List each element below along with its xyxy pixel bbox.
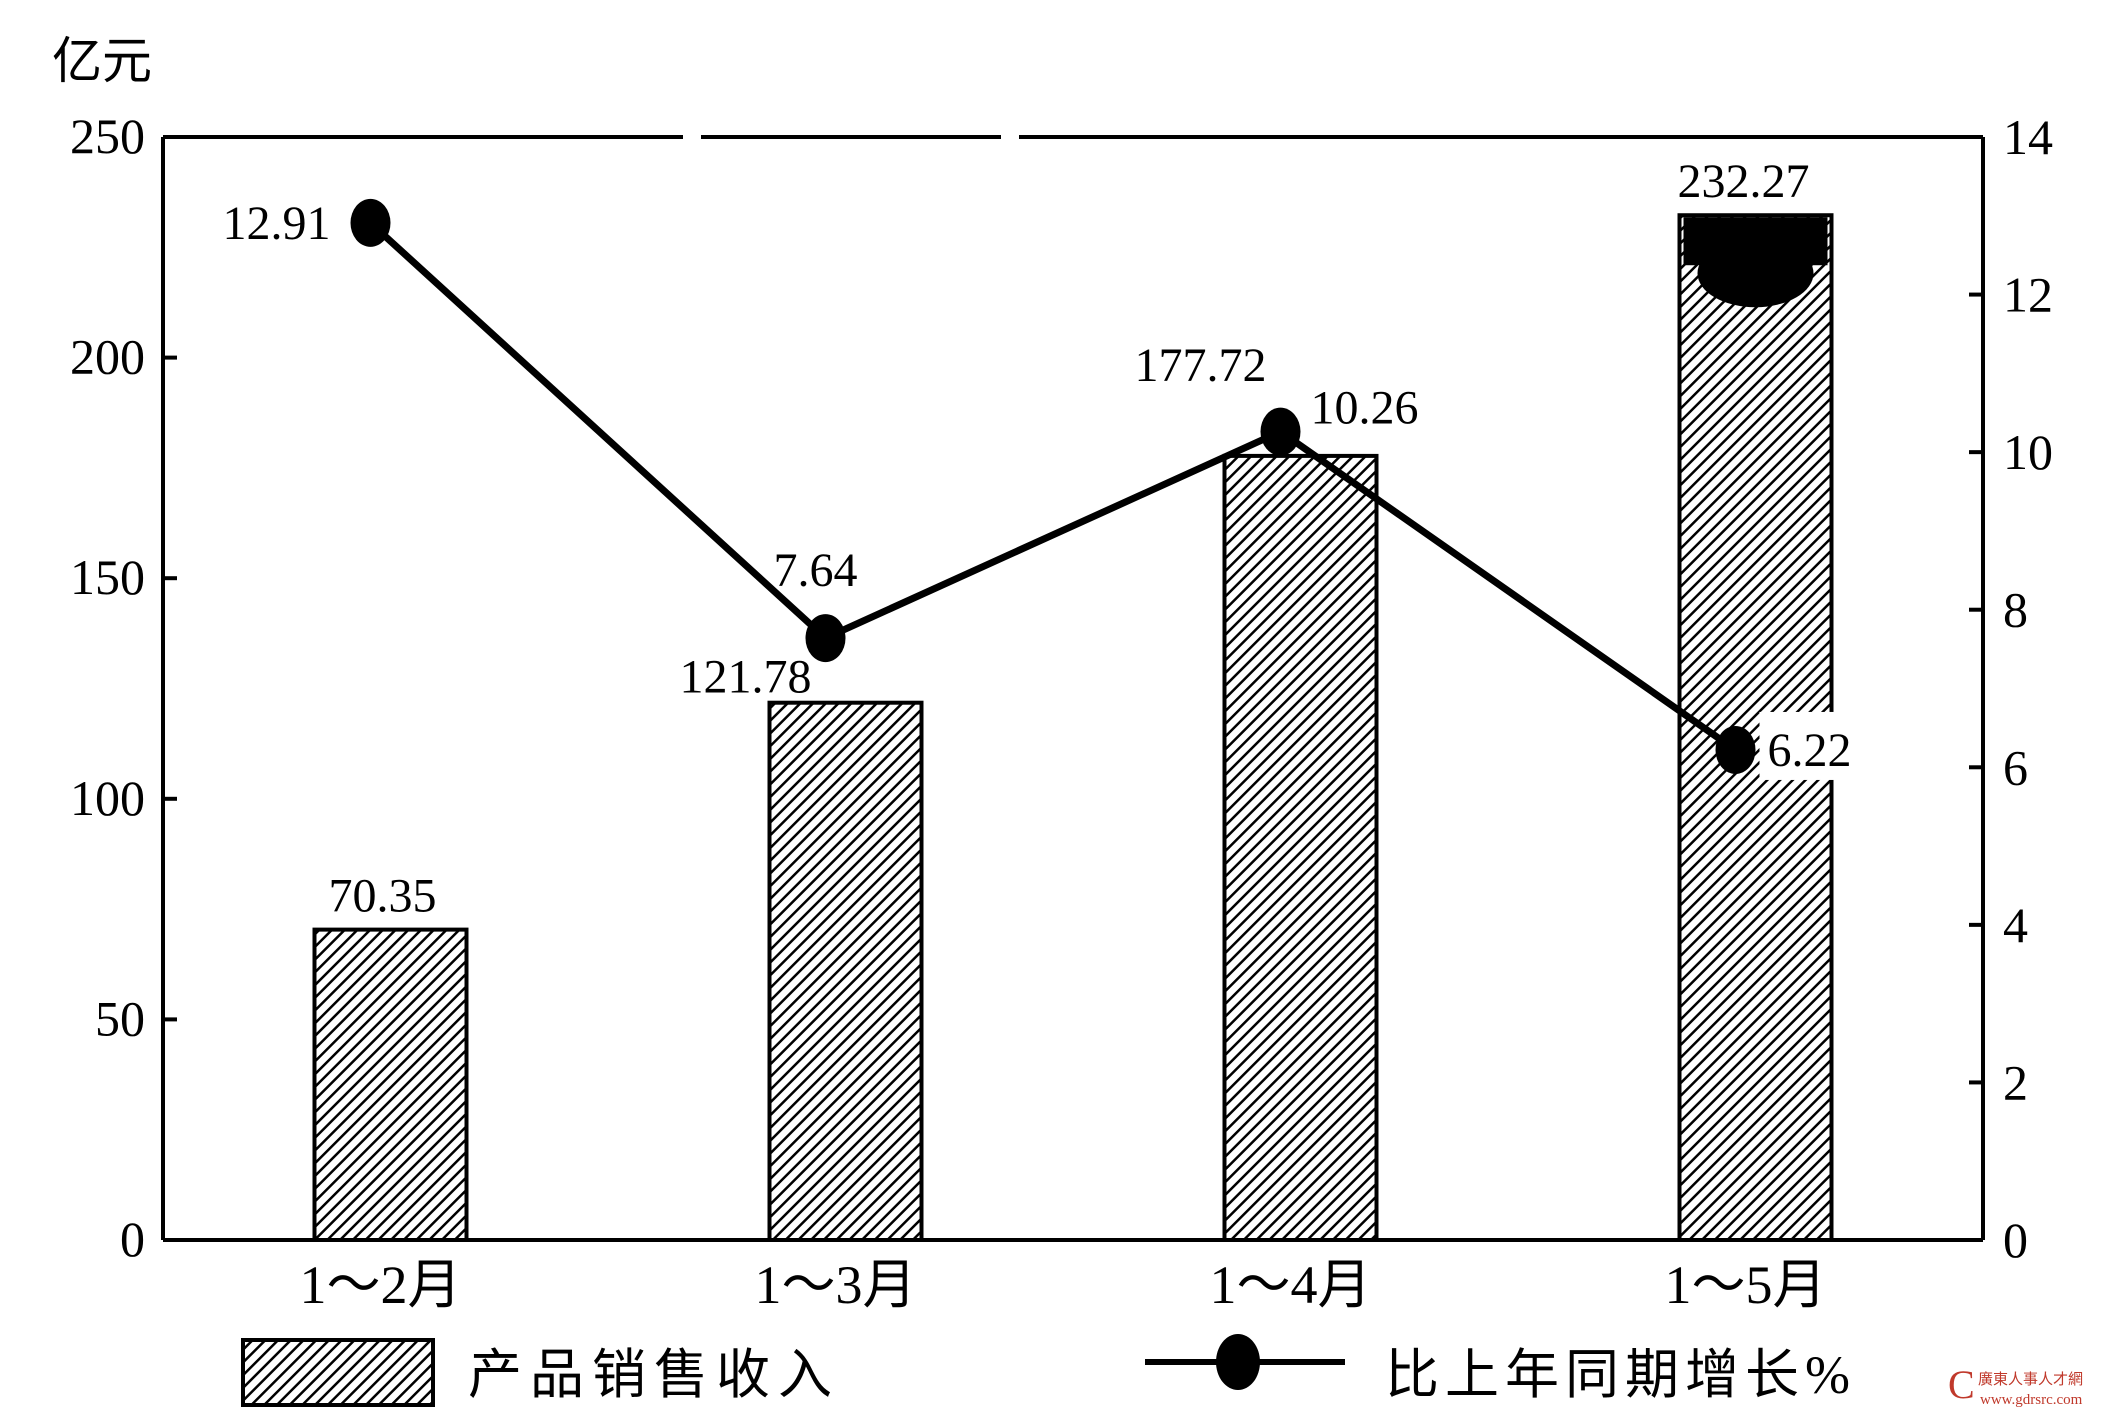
- bar-dark-blot: [1697, 239, 1814, 308]
- x-tick-label-0: 1～2月: [300, 1255, 462, 1315]
- line-value-label-1: 7.64: [774, 544, 858, 597]
- bar-0: [312, 927, 469, 1242]
- left-tick-label-0: 0: [120, 1211, 145, 1267]
- growth-line: [368, 220, 1738, 753]
- line-value-label-0: 12.91: [223, 197, 331, 250]
- left-tick-label-2: 100: [70, 770, 145, 826]
- watermark-logo-icon: C: [1948, 1362, 1975, 1407]
- right-tick-label-3: 6: [2003, 739, 2028, 795]
- line-value-labels: 12.91 7.64 10.26 6.22: [223, 197, 1900, 780]
- right-tick-label-4: 8: [2003, 582, 2028, 638]
- left-axis-ticks: 0 50 100 150 200 250: [70, 108, 177, 1267]
- y-axis-unit-label: 亿元: [52, 33, 152, 89]
- watermark: C 廣東人事人才網 www.gdrsrc.com: [1948, 1362, 2083, 1408]
- x-tick-label-2: 1～4月: [1210, 1255, 1372, 1315]
- right-tick-label-1: 2: [2003, 1054, 2028, 1110]
- growth-marker-2: [1260, 407, 1301, 456]
- line-value-label-2: 10.26: [1311, 382, 1419, 435]
- bar-2: [1222, 453, 1379, 1242]
- legend-bar-label: 产品销售收入: [468, 1345, 840, 1405]
- bar-value-label-2: 177.72: [1135, 339, 1267, 392]
- bar-series: [312, 213, 1834, 1243]
- growth-marker-3: [1715, 725, 1756, 774]
- watermark-text: 廣東人事人才網: [1978, 1371, 2083, 1388]
- right-tick-label-5: 10: [2003, 424, 2053, 480]
- legend: 产品销售收入 比上年同期增长%: [241, 1334, 1856, 1407]
- right-tick-label-2: 4: [2003, 897, 2028, 953]
- bar-1: [767, 700, 924, 1242]
- left-tick-label-3: 150: [70, 549, 145, 605]
- legend-line-label: 比上年同期增长%: [1385, 1345, 1856, 1405]
- legend-line-marker: [1216, 1334, 1260, 1390]
- x-tick-label-3: 1～5月: [1665, 1255, 1827, 1315]
- left-tick-label-1: 50: [95, 990, 145, 1046]
- right-tick-label-7: 14: [2003, 109, 2053, 165]
- line-value-label-3: 6.22: [1768, 724, 1852, 777]
- right-axis-ticks: 0 2 4 6 8 10 12 14: [1969, 109, 2053, 1268]
- bar-value-label-0: 70.35: [329, 870, 437, 923]
- growth-marker-1: [805, 614, 846, 663]
- x-axis-labels: 1～2月 1～3月 1～4月 1～5月: [300, 1255, 1827, 1315]
- legend-bar-swatch: [241, 1338, 435, 1407]
- x-tick-label-1: 1～3月: [755, 1255, 917, 1315]
- left-tick-label-4: 200: [70, 329, 145, 385]
- bar-value-label-1: 121.78: [680, 651, 812, 704]
- bar-value-label-3: 232.27: [1678, 155, 1810, 208]
- left-tick-label-5: 250: [70, 108, 145, 164]
- right-tick-label-6: 12: [2003, 267, 2053, 323]
- growth-marker-0: [350, 198, 391, 247]
- line-series: [350, 198, 1756, 774]
- watermark-url: www.gdrsrc.com: [1980, 1392, 2083, 1408]
- bar-value-labels: 70.35 121.78 177.72 232.27: [329, 155, 1810, 922]
- right-tick-label-0: 0: [2003, 1212, 2028, 1268]
- line-label-bg-3: [1759, 711, 1900, 780]
